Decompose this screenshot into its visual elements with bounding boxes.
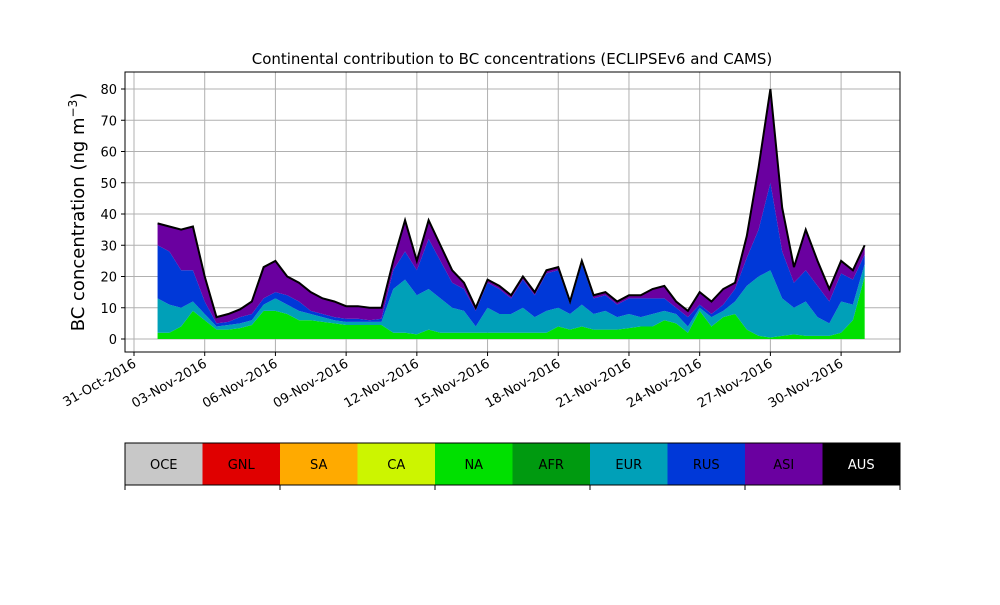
x-tick-label: 31-Oct-2016 bbox=[61, 356, 139, 410]
plot-frame bbox=[124, 71, 901, 353]
legend-swatch-na bbox=[435, 443, 513, 485]
legend-label: RUS bbox=[693, 458, 720, 473]
legend-label: SA bbox=[310, 458, 327, 473]
legend-label: EUR bbox=[615, 458, 642, 473]
x-tick-label: 18-Nov-2016 bbox=[483, 356, 563, 411]
legend-label: OCE bbox=[150, 458, 178, 473]
legend-label: CA bbox=[387, 458, 405, 473]
y-tick-label: 10 bbox=[100, 302, 117, 317]
stacked-areas bbox=[157, 88, 866, 339]
y-tick-label: 40 bbox=[100, 208, 117, 223]
legend-label: AUS bbox=[848, 458, 875, 473]
x-tick-label: 03-Nov-2016 bbox=[129, 356, 209, 411]
y-axis-label: BC concentration (ng m−3) bbox=[66, 93, 89, 332]
x-tick-label: 15-Nov-2016 bbox=[412, 356, 492, 411]
legend-swatch-sa bbox=[280, 443, 358, 485]
y-tick-label: 20 bbox=[100, 271, 117, 286]
x-tick-label: 09-Nov-2016 bbox=[271, 356, 351, 411]
y-tick-label: 0 bbox=[109, 333, 117, 348]
legend-label: AFR bbox=[539, 458, 564, 473]
x-tick-label: 30-Nov-2016 bbox=[766, 356, 846, 411]
chart-title: Continental contribution to BC concentra… bbox=[252, 50, 773, 68]
legend-label: NA bbox=[464, 458, 483, 473]
legend-label: GNL bbox=[228, 458, 256, 473]
legend-swatch-asi bbox=[745, 443, 823, 485]
legend-swatch-rus bbox=[667, 443, 745, 485]
legend-swatch-afr bbox=[512, 443, 590, 485]
legend-frame bbox=[124, 442, 901, 486]
legend-swatch-aus bbox=[822, 443, 900, 485]
y-tick-label: 70 bbox=[100, 114, 117, 129]
x-tick-label: 27-Nov-2016 bbox=[695, 356, 775, 411]
legend-swatch-eur bbox=[590, 443, 668, 485]
legend-colorbar: OCE GNL SA CA NA AFR EUR RUS ASI AUS bbox=[124, 442, 901, 490]
legend-swatch-oce bbox=[125, 443, 203, 485]
legend-swatch-ca bbox=[357, 443, 435, 485]
y-tick-label: 30 bbox=[100, 239, 117, 254]
area-eur bbox=[157, 264, 865, 338]
y-tick-label: 60 bbox=[100, 146, 117, 161]
x-tick-label: 06-Nov-2016 bbox=[200, 356, 280, 411]
y-tick-label: 80 bbox=[100, 83, 117, 98]
y-tick-label: 50 bbox=[100, 177, 117, 192]
x-tick-label: 12-Nov-2016 bbox=[342, 356, 422, 411]
x-tick-label: 21-Nov-2016 bbox=[554, 356, 634, 411]
legend-swatch-gnl bbox=[202, 443, 280, 485]
total-line bbox=[157, 88, 866, 319]
x-tick-label: 24-Nov-2016 bbox=[624, 356, 704, 411]
legend-label: ASI bbox=[773, 458, 794, 473]
